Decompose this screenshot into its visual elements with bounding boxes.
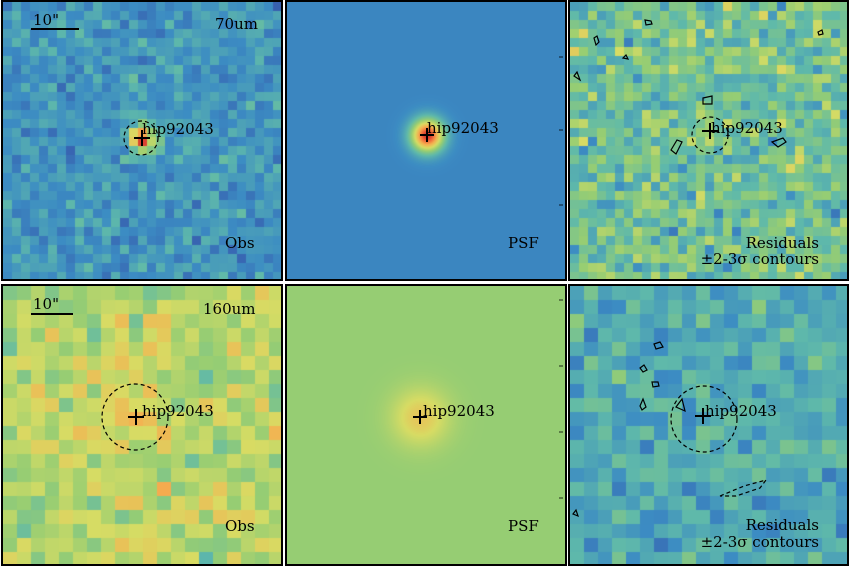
star-marker (695, 408, 711, 424)
psf-70um-overlay (420, 56, 563, 206)
obs-label: Obs (225, 234, 255, 252)
band-label: 160um (203, 300, 256, 318)
star-name-label: hip92043 (142, 120, 214, 138)
star-marker (420, 128, 434, 142)
obs-160um-image (3, 286, 281, 564)
contours-label: ±2-3σ contours (700, 250, 819, 268)
psf-160um-overlay (413, 299, 563, 499)
psf-160um-image (287, 286, 565, 564)
aperture-circle (123, 120, 159, 156)
star-name-label: hip92043 (423, 402, 495, 420)
panel-residuals-70um: hip92043 Residuals ±2-3σ contours (568, 0, 849, 281)
star-marker (128, 409, 144, 425)
panel-obs-160um: 10" 160um hip92043 Obs (1, 284, 283, 566)
star-name-label: hip92043 (427, 119, 499, 137)
panel-psf-160um: hip92043 PSF (285, 284, 567, 566)
scale-bar-label: 10" (33, 295, 59, 313)
residuals-70um-image (570, 2, 847, 279)
residuals-label: Residuals (745, 516, 819, 534)
star-marker (413, 410, 427, 424)
contours-label: ±2-3σ contours (700, 533, 819, 551)
psf-label: PSF (508, 517, 539, 535)
residuals-160um-overlay (572, 341, 768, 518)
obs-label: Obs (225, 517, 255, 535)
residuals-70um-overlay (573, 19, 824, 155)
star-marker (134, 130, 150, 146)
residuals-160um-image (570, 286, 847, 564)
panel-psf-70um: hip92043 PSF (285, 0, 567, 281)
band-label: 70um (215, 15, 258, 33)
star-name-label: hip92043 (705, 402, 777, 420)
scale-bar-label: 10" (33, 11, 59, 29)
panel-obs-70um: 10" 70um hip92043 Obs (1, 0, 283, 281)
panel-residuals-160um: hip92043 Residuals ±2-3σ contours (568, 284, 849, 566)
residuals-label: Residuals (745, 234, 819, 252)
psf-label: PSF (508, 234, 539, 252)
aperture-circle (691, 116, 729, 154)
aperture-circle (670, 385, 738, 453)
residual-contours (573, 19, 824, 155)
star-marker (702, 123, 718, 139)
axis-ticks-right (559, 299, 563, 499)
aperture-circle (101, 383, 169, 451)
star-name-label: hip92043 (711, 119, 783, 137)
obs-160um-overlay (31, 313, 169, 451)
star-name-label: hip92043 (142, 402, 214, 420)
axis-ticks-right (559, 56, 563, 206)
obs-70um-overlay (31, 28, 159, 156)
residual-contours (572, 341, 768, 518)
